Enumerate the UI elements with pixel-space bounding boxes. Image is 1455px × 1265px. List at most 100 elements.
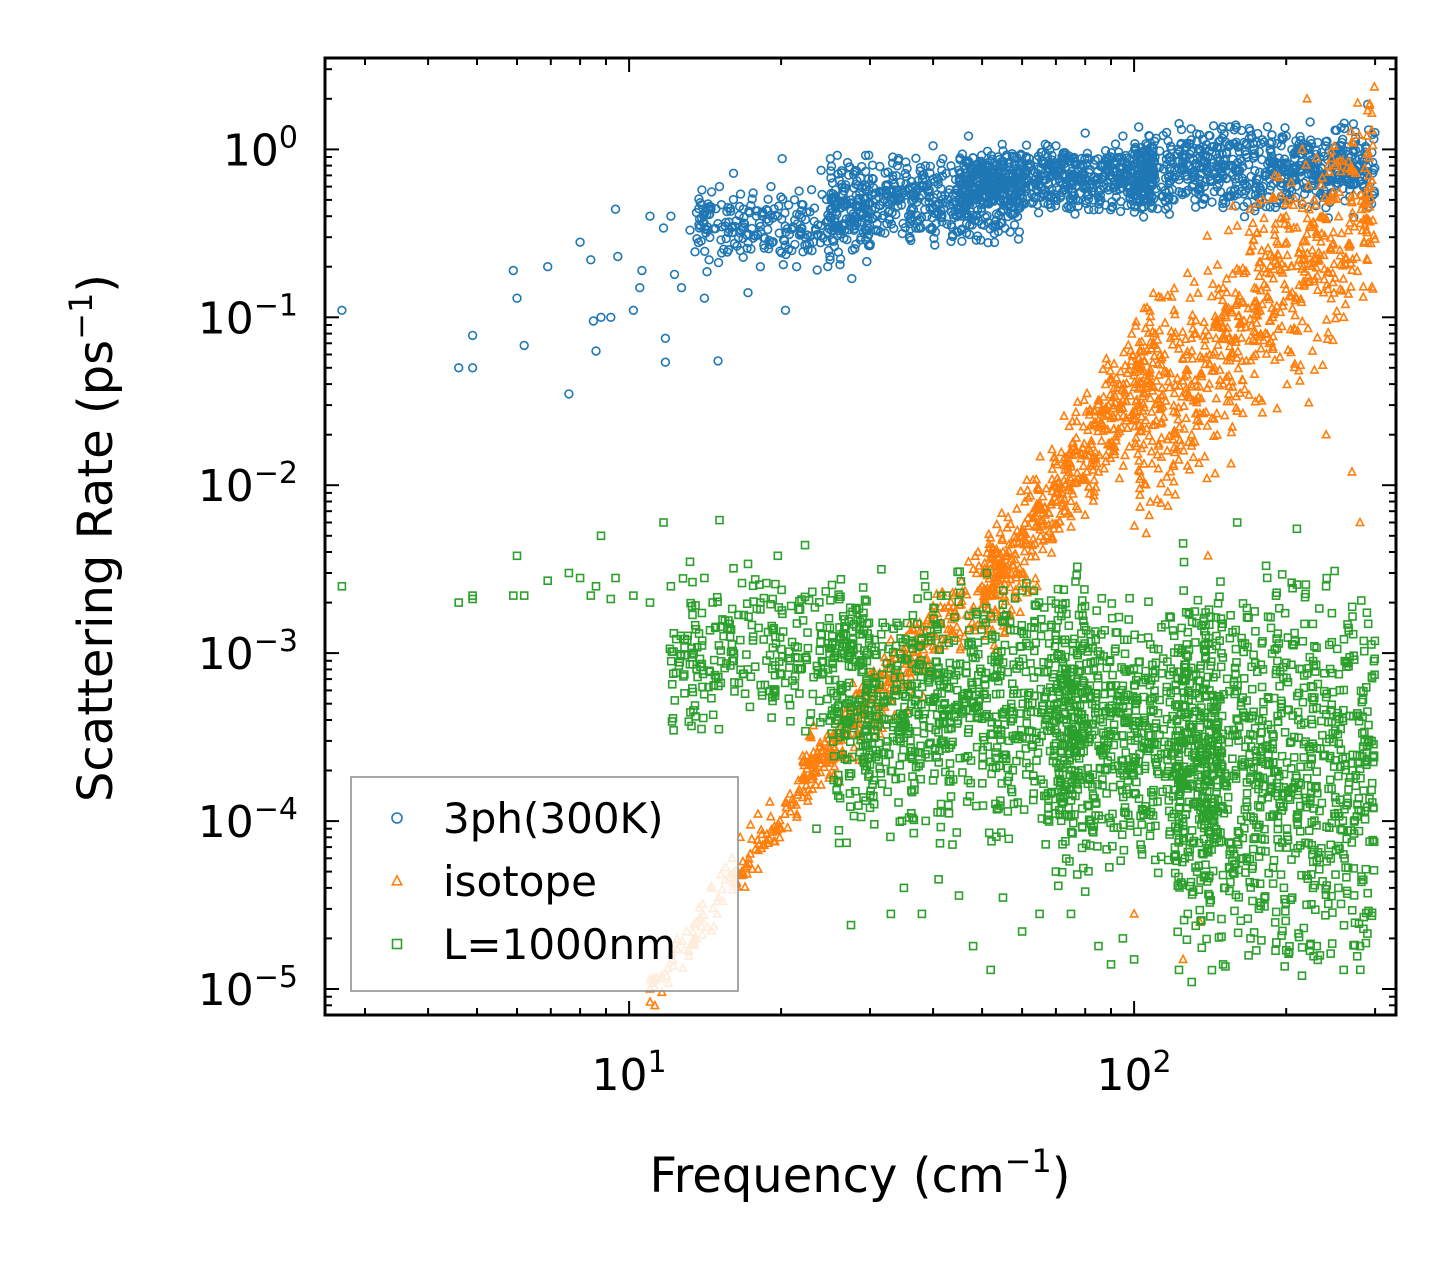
point-triangle	[1302, 212, 1313, 223]
point-triangle	[1344, 217, 1355, 227]
point-triangle	[948, 601, 959, 612]
point-triangle	[1020, 534, 1031, 545]
point-square	[816, 637, 825, 647]
point-triangle	[649, 999, 660, 1010]
point-triangle	[1007, 559, 1018, 569]
point-square	[698, 682, 707, 692]
point-square	[833, 770, 843, 780]
point-circle	[1131, 176, 1142, 186]
point-square	[964, 690, 974, 700]
point-square	[827, 580, 837, 590]
point-circle	[1218, 122, 1228, 132]
point-circle	[833, 169, 843, 179]
point-triangle	[1303, 396, 1314, 407]
point-triangle	[1335, 250, 1346, 260]
point-square	[757, 691, 767, 700]
point-square	[1079, 616, 1088, 626]
point-triangle	[1258, 223, 1269, 233]
point-circle	[938, 154, 948, 164]
point-triangle	[1129, 520, 1140, 530]
point-triangle	[1278, 213, 1289, 223]
point-square	[942, 591, 951, 600]
point-square	[926, 667, 935, 677]
point-triangle	[1269, 169, 1280, 180]
point-circle	[1212, 160, 1222, 170]
point-square	[1030, 776, 1039, 786]
point-square	[801, 653, 811, 663]
point-triangle	[1037, 490, 1048, 501]
point-square	[778, 609, 787, 619]
point-circle	[888, 223, 899, 234]
point-triangle	[1230, 336, 1241, 347]
point-triangle	[1232, 220, 1243, 230]
point-triangle	[1037, 535, 1048, 545]
point-square	[704, 682, 713, 692]
point-square	[1004, 834, 1014, 844]
point-square	[944, 743, 954, 753]
point-circle	[743, 288, 753, 298]
point-triangle	[1303, 322, 1314, 333]
point-square	[690, 701, 700, 710]
point-square	[803, 643, 813, 653]
point-circle	[1207, 197, 1217, 207]
point-square	[793, 663, 803, 673]
point-triangle	[1088, 495, 1099, 505]
point-square	[1040, 720, 1050, 729]
point-square	[923, 591, 933, 601]
point-circle	[971, 184, 981, 194]
point-circle	[989, 165, 999, 175]
point-circle	[1075, 172, 1085, 182]
point-circle	[1240, 146, 1250, 157]
point-circle	[789, 195, 800, 205]
point-circle	[1066, 195, 1076, 205]
point-circle	[1351, 178, 1361, 189]
point-triangle	[1129, 908, 1140, 918]
point-triangle	[995, 527, 1006, 537]
point-square	[828, 737, 838, 747]
point-circle	[852, 176, 862, 186]
point-square	[771, 579, 780, 589]
point-square	[925, 694, 934, 704]
point-square	[817, 669, 827, 679]
point-square	[874, 749, 883, 759]
point-triangle	[1120, 359, 1131, 370]
point-square	[839, 624, 849, 634]
point-square	[818, 713, 828, 722]
point-triangle	[1178, 400, 1189, 411]
point-circle	[976, 219, 987, 230]
point-circle	[596, 312, 606, 322]
point-square	[934, 645, 944, 655]
point-circle	[1340, 171, 1350, 182]
point-square	[953, 567, 962, 577]
point-square	[882, 720, 891, 729]
point-circle	[1266, 147, 1276, 158]
point-triangle	[934, 639, 945, 650]
point-triangle	[1127, 406, 1138, 417]
point-square	[707, 693, 716, 703]
point-triangle	[1337, 260, 1348, 270]
point-circle	[512, 293, 522, 303]
point-triangle	[1323, 283, 1334, 294]
point-triangle	[1093, 395, 1104, 405]
point-triangle	[1171, 407, 1182, 417]
point-triangle	[737, 866, 749, 877]
point-triangle	[1185, 391, 1196, 402]
point-square	[869, 819, 879, 829]
point-triangle	[968, 563, 979, 574]
point-triangle	[1198, 316, 1209, 327]
point-triangle	[1267, 251, 1278, 261]
point-triangle	[1231, 333, 1242, 343]
point-square	[919, 570, 929, 580]
point-square	[949, 636, 959, 645]
point-square	[815, 646, 825, 656]
point-triangle	[1328, 226, 1339, 237]
point-triangle	[1280, 198, 1291, 208]
point-triangle	[1136, 470, 1147, 481]
point-triangle	[1043, 506, 1054, 517]
point-square	[851, 786, 860, 796]
point-triangle	[819, 751, 830, 761]
point-circle	[750, 231, 761, 241]
point-triangle	[1321, 278, 1332, 289]
point-square	[832, 785, 841, 795]
point-triangle	[1169, 330, 1180, 341]
